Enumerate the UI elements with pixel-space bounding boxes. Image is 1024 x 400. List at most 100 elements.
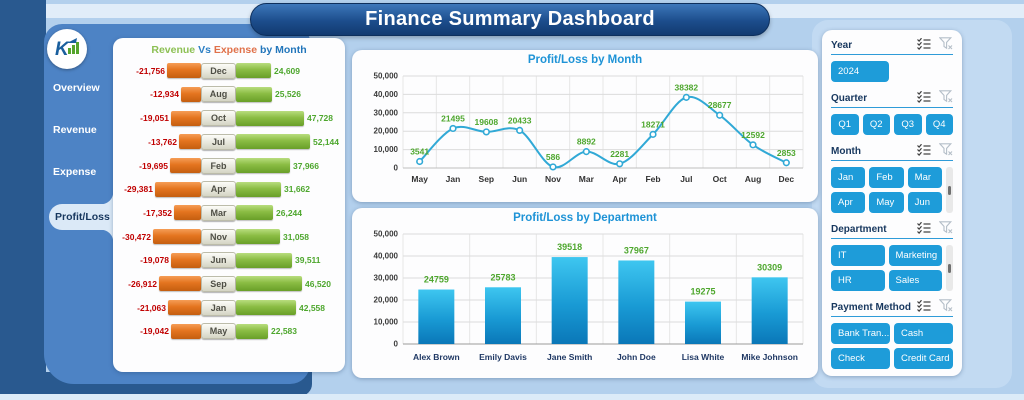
dept-bar — [418, 289, 455, 344]
svg-text:10,000: 10,000 — [374, 145, 399, 154]
multi-select-icon[interactable] — [917, 143, 931, 161]
data-point — [782, 159, 790, 167]
revenue-bar — [236, 158, 290, 173]
slicer-scrollbar-thumb[interactable] — [948, 264, 951, 274]
svg-text:20,000: 20,000 — [374, 296, 399, 305]
clear-filter-icon[interactable] — [938, 142, 953, 161]
expense-bar — [174, 205, 201, 221]
revenue-expense-row: -21,063 Jan 42,558 — [115, 297, 343, 319]
slicer-button-hr[interactable]: HR — [831, 270, 885, 291]
slicer-scrollbar-thumb[interactable] — [948, 186, 951, 196]
slicer-button-jun[interactable]: Jun — [907, 192, 942, 213]
revenue-value: 22,583 — [271, 326, 297, 337]
filter-icons — [917, 36, 953, 55]
month-pill: Nov — [201, 228, 236, 245]
slicer-button-check[interactable]: Check — [831, 348, 890, 369]
data-label: 30309 — [757, 262, 782, 272]
slicer-button-q1[interactable]: Q1 — [831, 114, 859, 135]
filter-header: Year — [831, 36, 953, 55]
profit-loss-dept-card: Profit/Loss by Department 0 10,000 20,000 3… — [352, 208, 818, 378]
clear-filter-icon[interactable] — [938, 220, 953, 239]
revenue-expense-row: -19,695 Feb 37,966 — [115, 155, 343, 177]
dept-bar — [485, 287, 521, 344]
data-label: 21495 — [441, 113, 465, 123]
filter-options: 2024 — [831, 61, 953, 82]
expense-value: -12,934 — [150, 89, 179, 100]
expense-value: -30,472 — [122, 231, 151, 242]
x-tick-label: Jun — [512, 174, 527, 184]
slicer-scrollbar[interactable] — [946, 245, 953, 291]
slicer-button-marketing[interactable]: Marketing — [888, 245, 942, 266]
filters-panel: Year 2024 Quarter Q1 Q2 Q3 Q4 Month Jan Feb Mar Apr… — [822, 30, 962, 376]
expense-bar — [170, 158, 201, 173]
data-point — [716, 111, 724, 119]
filter-icons — [917, 142, 953, 161]
revenue-expense-row: -30,472 Nov 31,058 — [115, 226, 343, 248]
profit-loss-dept-chart: 0 10,000 20,000 30,000 40,000 50,000 24759 Alex… — [357, 224, 813, 379]
data-label: 3541 — [410, 146, 429, 156]
slicer-scrollbar[interactable] — [946, 167, 953, 213]
x-tick-label: Aug — [745, 174, 762, 184]
x-tick-label: Jane Smith — [547, 352, 592, 362]
data-label: 2853 — [777, 148, 796, 158]
filter-label: Month — [831, 146, 861, 157]
slicer-button-it[interactable]: IT — [831, 245, 885, 266]
data-label: 28677 — [708, 100, 732, 110]
x-tick-label: Alex Brown — [413, 352, 460, 362]
filter-options: Bank Tran... Cash Check Credit Card — [831, 323, 953, 369]
slicer-button-sales[interactable]: Sales — [888, 270, 942, 291]
slicer-button-apr[interactable]: Apr — [831, 192, 866, 213]
filter-header: Month — [831, 142, 953, 161]
filter-label: Year — [831, 40, 853, 51]
svg-text:0: 0 — [394, 164, 399, 173]
sidebar-item-profit-loss[interactable]: Profit/Loss — [49, 192, 113, 242]
slicer-button-feb[interactable]: Feb — [869, 167, 904, 188]
revenue-value: 24,609 — [274, 65, 300, 76]
slicer-button-credit-card[interactable]: Credit Card — [894, 348, 953, 369]
clear-filter-icon[interactable] — [938, 36, 953, 55]
revenue-value: 31,662 — [284, 184, 310, 195]
expense-value: -19,078 — [140, 255, 169, 266]
expense-value: -17,352 — [143, 207, 172, 218]
revenue-value: 46,520 — [305, 278, 331, 289]
data-label: 37967 — [624, 245, 649, 255]
filter-icons — [917, 220, 953, 239]
slicer-button-2024[interactable]: 2024 — [831, 61, 889, 82]
expense-bar — [167, 63, 201, 79]
data-point — [616, 160, 624, 168]
expense-zone: -21,063 — [115, 300, 201, 316]
slicer-button-may[interactable]: May — [869, 192, 904, 213]
sidebar-item-overview[interactable]: Overview — [53, 82, 100, 94]
slicer-button-bank-tran[interactable]: Bank Tran... — [831, 323, 890, 344]
month-pill: Oct — [201, 110, 236, 127]
revenue-expense-title: Revenue Vs Expense by Month — [151, 44, 307, 56]
svg-text:40,000: 40,000 — [374, 252, 399, 261]
clear-filter-icon[interactable] — [938, 298, 953, 317]
revenue-bar — [236, 134, 310, 150]
slicer-button-q2[interactable]: Q2 — [862, 114, 890, 135]
slicer-button-q3[interactable]: Q3 — [894, 114, 922, 135]
month-pill: Aug — [201, 86, 236, 103]
bottom-stripe — [0, 394, 1024, 400]
month-pill: Jul — [201, 133, 236, 150]
multi-select-icon[interactable] — [917, 90, 931, 108]
revenue-expense-row: -13,762 Jul 52,144 — [115, 131, 343, 153]
filter-header: Payment Method — [831, 298, 953, 317]
multi-select-icon[interactable] — [917, 221, 931, 239]
multi-select-icon[interactable] — [917, 37, 931, 55]
clear-filter-icon[interactable] — [938, 89, 953, 108]
multi-select-icon[interactable] — [917, 299, 931, 317]
dashboard-title-bar: Finance Summary Dashboard — [250, 3, 770, 36]
filter-option-row: 2024 — [831, 61, 889, 82]
sidebar-item-expense[interactable]: Expense — [53, 166, 97, 178]
slicer-button-jan[interactable]: Jan — [831, 167, 866, 188]
x-tick-label: May — [411, 174, 428, 184]
svg-text:50,000: 50,000 — [374, 72, 399, 81]
filter-option-row: Q1 Q2 Q3 Q4 — [831, 114, 953, 135]
slicer-button-cash[interactable]: Cash — [894, 323, 953, 344]
expense-bar — [171, 110, 201, 126]
slicer-button-mar[interactable]: Mar — [907, 167, 942, 188]
sidebar-item-revenue[interactable]: Revenue — [53, 124, 97, 136]
slicer-button-q4[interactable]: Q4 — [925, 114, 953, 135]
filter-section-year: Year 2024 — [831, 36, 953, 82]
